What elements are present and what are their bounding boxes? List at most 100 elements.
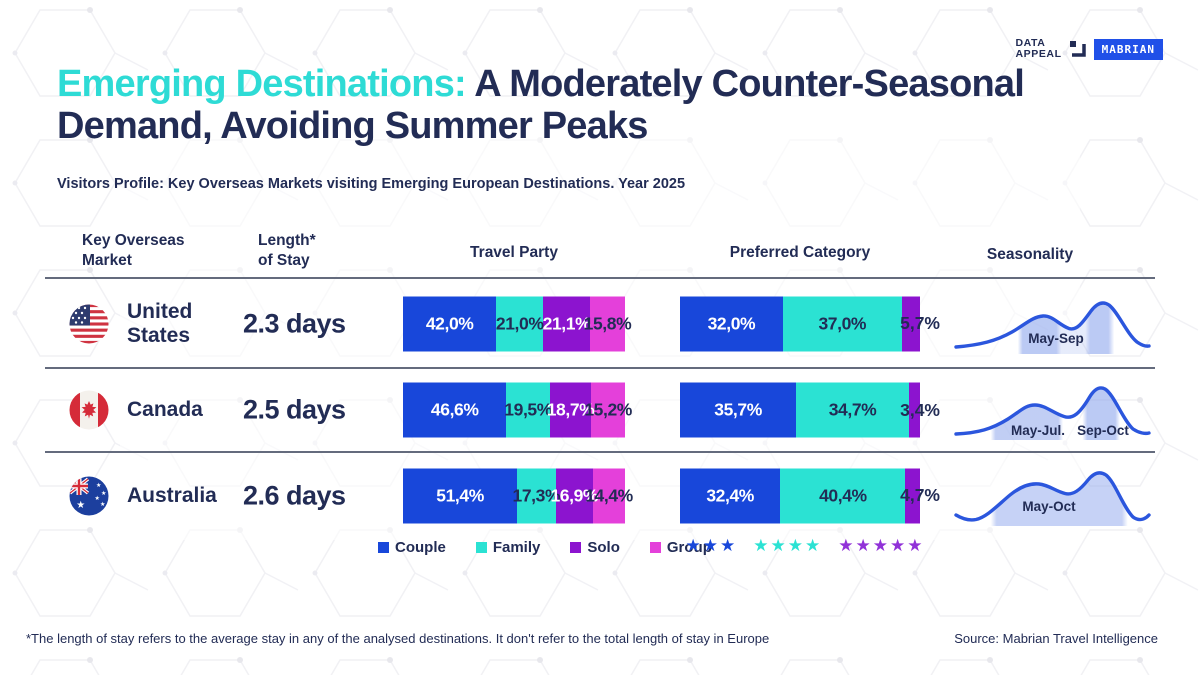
legend-label: Family	[492, 539, 541, 556]
length-of-stay-value: 2.6 days	[243, 480, 346, 510]
segment-value-label: 15,2%	[584, 399, 632, 420]
australia-flag-icon: ★ ★ ★ ★ ★	[69, 476, 109, 515]
5-star-rating: ★★★★★	[838, 536, 925, 555]
column-header-market: Key Overseas Market	[82, 231, 185, 271]
preferred-category-bar-wrap: 35,7% 34,7% 3,4%	[680, 382, 940, 438]
seasonality-curve	[954, 300, 1151, 349]
travel-party-segment-1: 21,0%	[495, 296, 544, 351]
table-row-canada: Canada 2.5 days 46,6% 19,5% 18,7% 15,2% 35,…	[0, 369, 1200, 451]
legend-label: Group	[666, 539, 712, 556]
legend-item-group: Group	[649, 539, 712, 556]
segment-value-label: 35,7%	[714, 399, 762, 420]
segment-value-label: 37,0%	[818, 313, 867, 333]
logo-line1: DATA	[1015, 37, 1046, 49]
travel-party-segment-0: 42,0%	[403, 296, 497, 351]
legend-item-solo: Solo	[570, 539, 620, 556]
column-header-length-of-stay: Length* of Stay	[258, 231, 316, 271]
svg-text:★: ★	[96, 482, 101, 489]
segment-value-label: 51,4%	[436, 485, 484, 505]
canada-flag-icon	[69, 390, 109, 430]
pref-party-segment-2	[905, 468, 920, 523]
title-rest: A Moderately Counter-Seasonal Demand, Av…	[57, 63, 1025, 147]
seasonality-range-label: May-Sep	[1028, 331, 1084, 346]
column-header-travel-party: Travel Party	[470, 244, 558, 261]
segment-value-label: 34,7%	[828, 399, 877, 420]
mabrian-badge: MABRIAN	[1093, 38, 1163, 60]
travel-party-bar: 51,4% 17,3% 16,9% 14,4%	[403, 468, 633, 523]
preferred-category-outside-label: 3,4%	[900, 399, 940, 420]
seasonality-chart-united-states: May-Sep	[952, 290, 1152, 358]
source-credit: Source: Mabrian Travel Intelligence	[954, 631, 1158, 646]
segment-value-label: 14,4%	[585, 485, 633, 505]
preferred-category-outside-label: 5,7%	[900, 313, 940, 333]
segment-value-label: 18,7%	[546, 399, 595, 420]
length-of-stay-value: 2.5 days	[243, 394, 346, 425]
pref-party-segment-0: 32,4%	[680, 468, 781, 523]
header-market-line2: Market	[82, 252, 132, 270]
legend-label: Solo	[587, 539, 620, 556]
svg-text:★: ★	[95, 495, 100, 502]
travel-party-segment-2: 21,1%	[542, 296, 591, 351]
length-of-stay-value: 2.3 days	[243, 308, 346, 338]
travel-party-segment-3: 15,8%	[584, 296, 632, 351]
solo-color-swatch	[570, 542, 582, 553]
seasonality-range-label: May-Jul.	[1011, 423, 1065, 438]
segment-value-label: 42,0%	[425, 313, 474, 333]
dataappeal-wordmark: DATA APPEAL	[1015, 37, 1062, 61]
seasonality-chart-canada: May-Jul. Sep-Oct	[952, 376, 1152, 444]
seasonality-band	[956, 472, 1149, 526]
logo-line2: APPEAL	[1015, 48, 1062, 61]
segment-value-label: 15,8%	[583, 313, 632, 333]
header-market-line1: Key Overseas	[82, 232, 185, 249]
segment-value-label: 46,6%	[430, 399, 479, 420]
country-name: Australia	[127, 483, 217, 507]
page-title: Emerging Destinations: A Moderately Coun…	[57, 63, 1052, 148]
segment-value-label: 21,1%	[542, 313, 591, 333]
preferred-category-bar: 32,4% 40,4%	[680, 468, 920, 523]
travel-party-segment-1: 19,5%	[504, 382, 552, 438]
svg-text:★: ★	[101, 490, 106, 497]
preferred-category-bar: 32,0% 37,0%	[680, 296, 920, 351]
family-color-swatch	[475, 542, 487, 553]
preferred-category-outside-label: 4,7%	[900, 485, 940, 505]
footnote: *The length of stay refers to the averag…	[26, 631, 770, 646]
country-name: United States	[127, 299, 193, 347]
pref-party-segment-1: 40,4%	[780, 468, 906, 523]
seasonality-curve	[954, 386, 1151, 436]
travel-party-segment-0: 46,6%	[403, 382, 507, 438]
pref-party-segment-1: 34,7%	[796, 382, 909, 438]
svg-text:★: ★	[100, 501, 105, 508]
column-header-preferred-category: Preferred Category	[729, 244, 871, 261]
seasonality-range-label: Sep-Oct	[1077, 423, 1129, 438]
table-row-australia: ★ ★ ★ ★ ★ Australia 2.6 days 51,4% 17,3% 1…	[0, 453, 1200, 538]
dataappeal-mark-icon	[1069, 41, 1086, 57]
seasonality-chart-australia: May-Oct	[952, 462, 1152, 530]
country-name: Canada	[127, 397, 203, 421]
4-star-rating: ★★★★	[753, 536, 823, 555]
category-star-legend: ★★★ ★★★★ ★★★★★	[685, 536, 925, 556]
row-divider-2	[45, 451, 1155, 453]
pref-party-segment-2	[908, 382, 920, 438]
segment-value-label: 40,4%	[819, 485, 867, 505]
travel-party-segment-0: 51,4%	[403, 468, 518, 523]
segment-value-label: 32,4%	[706, 485, 754, 505]
column-header-seasonality: Seasonality	[986, 246, 1074, 263]
seasonality-range-label: May-Oct	[1022, 499, 1076, 514]
legend-item-family: Family	[475, 539, 541, 556]
seasonality-band	[956, 387, 1149, 440]
table-row-united-states: United States 2.3 days 42,0% 21,0% 21,1% 15…	[0, 280, 1200, 367]
pref-party-segment-0: 32,0%	[680, 296, 783, 351]
seasonality-curve	[954, 470, 1151, 522]
preferred-category-bar-wrap: 32,0% 37,0% 5,7%	[680, 296, 940, 351]
segment-value-label: 21,0%	[495, 313, 544, 333]
svg-text:★: ★	[76, 500, 85, 511]
legend-item-couple: Couple	[378, 539, 446, 556]
group-color-swatch	[649, 542, 661, 553]
seasonality-band	[956, 302, 1149, 354]
couple-color-swatch	[378, 542, 389, 553]
travel-party-segment-3: 15,2%	[584, 382, 632, 438]
segment-value-label: 32,0%	[707, 313, 756, 333]
travel-party-segment-2: 16,9%	[550, 468, 598, 523]
header-divider	[45, 277, 1155, 279]
